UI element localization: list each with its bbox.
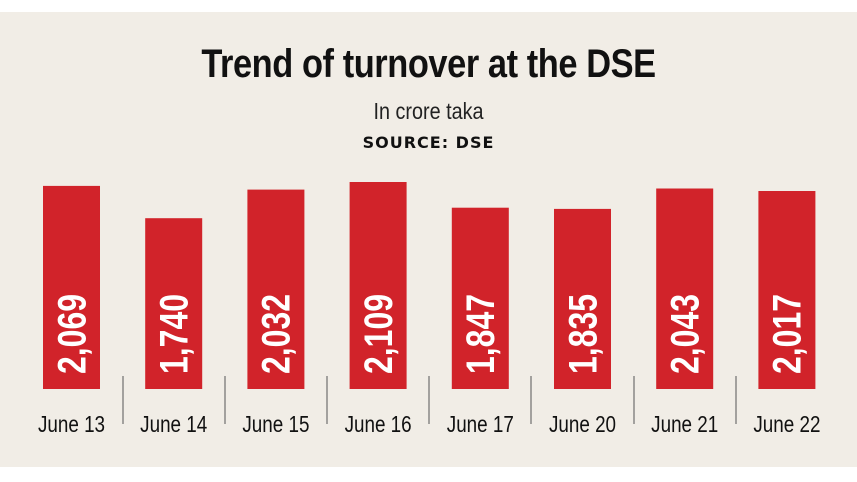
bar-june-21 — [656, 188, 714, 389]
x-tick-label: June 14 — [140, 412, 207, 437]
x-tick-label: June 13 — [38, 412, 105, 437]
x-tick-label: June 20 — [549, 412, 616, 437]
bar-value-label: 2,069 — [49, 294, 94, 374]
bar-value-label: 1,835 — [560, 294, 605, 374]
bar-value-label: 2,043 — [662, 294, 707, 374]
x-tick-label: June 15 — [242, 412, 309, 437]
x-tick-label: June 21 — [651, 412, 718, 437]
bar-value-label: 2,032 — [253, 294, 298, 374]
bar-value-label: 1,847 — [458, 294, 503, 374]
chart-source: SOURCE: DSE — [362, 133, 495, 152]
bar-june-15 — [247, 189, 305, 389]
bar-value-label: 1,740 — [151, 294, 196, 374]
bar-value-label: 2,017 — [764, 294, 809, 374]
chart-title: Trend of turnover at the DSE — [201, 42, 656, 86]
bar-june-14 — [145, 218, 203, 389]
x-tick-label: June 16 — [345, 412, 412, 437]
chart-subtitle: In crore taka — [373, 98, 484, 124]
bar-june-16 — [349, 182, 407, 389]
x-tick-label: June 22 — [753, 412, 820, 437]
bar-june-13 — [43, 185, 100, 389]
x-tick-label: June 17 — [447, 412, 514, 437]
bar-value-label: 2,109 — [355, 294, 400, 374]
bar-june-20 — [554, 208, 611, 389]
bar-june-17 — [451, 207, 509, 389]
bar-june-22 — [758, 191, 816, 389]
